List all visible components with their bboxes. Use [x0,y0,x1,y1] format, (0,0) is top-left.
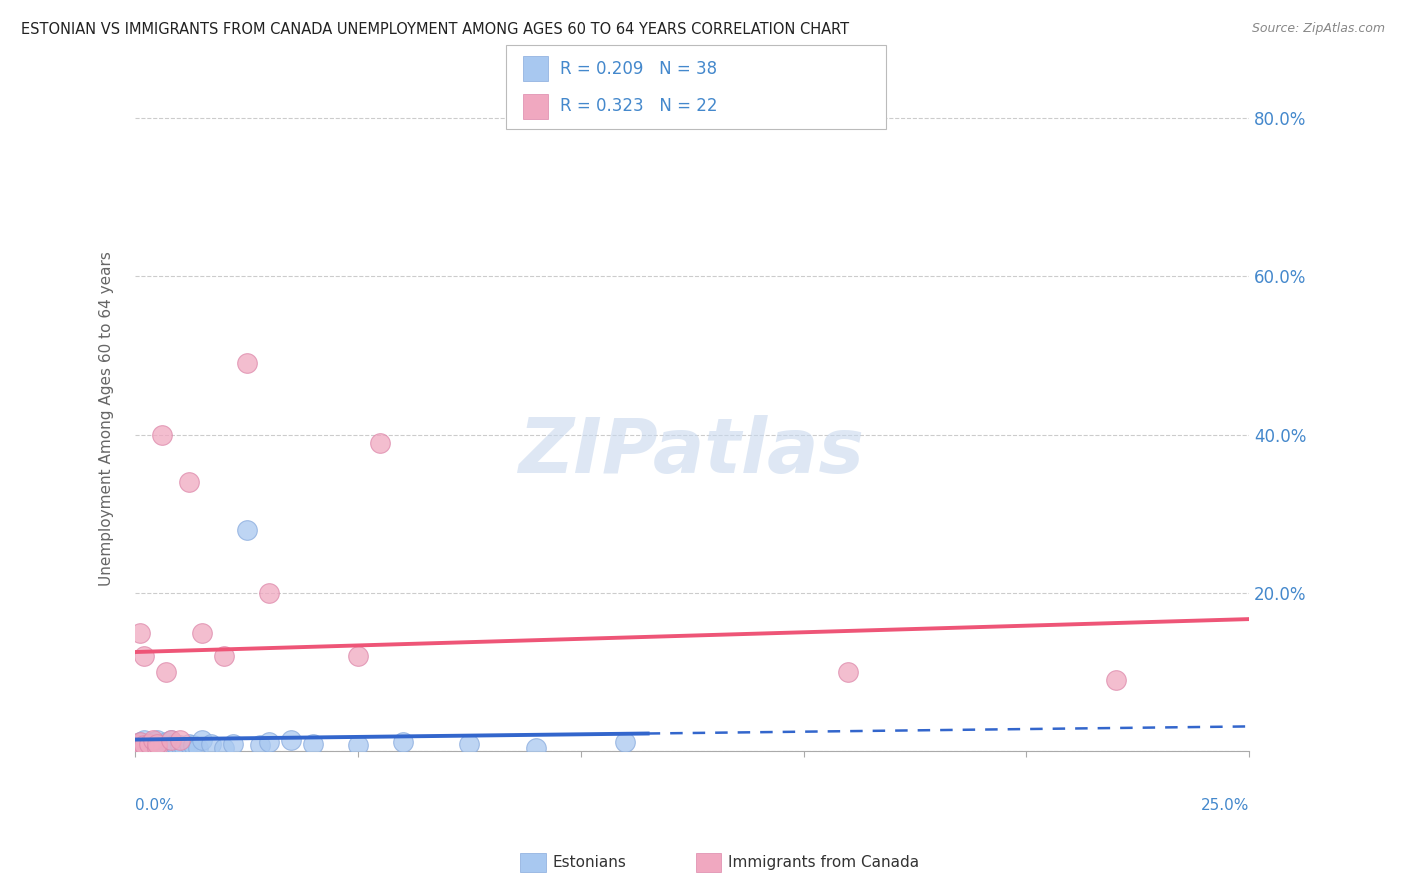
Point [146,732,169,747]
Point [235,357,257,371]
Point [191,625,214,640]
Point [142,735,165,749]
Point [128,738,150,752]
Point [132,732,155,747]
Point [257,586,280,600]
Point [1104,673,1126,688]
Point [181,738,204,752]
Point [124,737,146,751]
Point [138,740,160,755]
Point [132,737,155,751]
Point [614,735,637,749]
Point [187,740,209,755]
Point [138,737,160,751]
Point [150,427,173,442]
Point [173,740,195,755]
Text: 25.0%: 25.0% [1201,798,1250,813]
Point [160,732,183,747]
Point [160,732,183,747]
Point [124,740,146,755]
Point [142,740,165,755]
Point [177,475,200,490]
Text: ESTONIAN VS IMMIGRANTS FROM CANADA UNEMPLOYMENT AMONG AGES 60 TO 64 YEARS CORREL: ESTONIAN VS IMMIGRANTS FROM CANADA UNEMP… [21,22,849,37]
Point [132,740,155,755]
Text: Estonians: Estonians [553,855,627,870]
Point [368,435,391,450]
Point [132,649,155,664]
Text: Immigrants from Canada: Immigrants from Canada [728,855,920,870]
Text: ZIPatlas: ZIPatlas [519,415,865,489]
Point [165,737,187,751]
Point [458,737,481,751]
Text: R = 0.323   N = 22: R = 0.323 N = 22 [560,97,717,115]
Point [128,735,150,749]
Text: R = 0.209   N = 38: R = 0.209 N = 38 [560,60,717,78]
Point [142,732,165,747]
Point [169,738,191,752]
Point [160,738,183,752]
Point [177,737,200,751]
Point [155,735,177,749]
Point [302,737,325,751]
Y-axis label: Unemployment Among Ages 60 to 64 years: Unemployment Among Ages 60 to 64 years [100,252,114,586]
Point [128,625,150,640]
Point [235,523,257,537]
Point [138,737,160,751]
Point [257,735,280,749]
Point [347,649,370,664]
Point [155,740,177,755]
Point [155,665,177,680]
Point [837,665,859,680]
Point [128,735,150,749]
Text: Source: ZipAtlas.com: Source: ZipAtlas.com [1251,22,1385,36]
Point [214,740,236,755]
Point [214,649,236,664]
Point [146,737,169,751]
Point [191,732,214,747]
Point [222,737,245,751]
Point [146,738,169,752]
Point [169,732,191,747]
Point [391,735,413,749]
Point [280,732,302,747]
Point [249,738,271,752]
Point [146,740,169,755]
Point [200,737,222,751]
Point [347,738,370,752]
Text: 0.0%: 0.0% [135,798,174,813]
Point [524,740,547,755]
Point [150,737,173,751]
Point [150,740,173,755]
Point [132,738,155,752]
